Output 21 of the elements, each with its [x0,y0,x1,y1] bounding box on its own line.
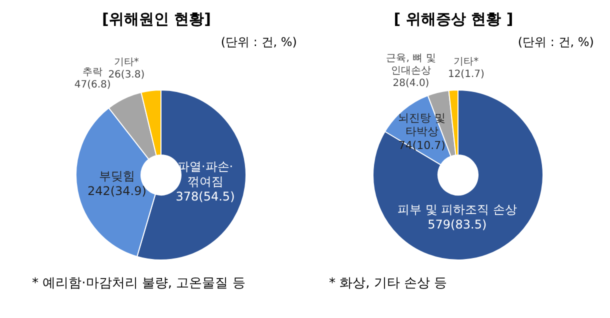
text: * 화상, 기타 손상 등 [329,275,448,292]
chart-title: [ 위해증상 현황 ] [392,10,514,29]
slice-label: 기타* [114,57,139,68]
chart-subtitle: (단위 : 건, %) [518,34,594,51]
slice-label: 부딪힘 [98,169,135,183]
text: * 예리함·마감처리 불량, 고온물질 등 [32,275,246,292]
data-label: 579(83.5) [428,218,487,232]
data-label: 26(3.8) [108,70,145,81]
chart-title: [위해원인 현황] [101,10,212,29]
slice-label: 근육, 뼈 및 인대손상 [386,53,436,77]
data-label: 12(1.7) [448,69,484,80]
slice-label: 추락 [82,67,103,78]
slice-label: 파열·파손· 꺾여짐 [177,159,234,188]
data-label: 47(6.8) [74,80,111,91]
data-label: 378(54.5) [176,189,235,204]
slice-label: 피부 및 피하조직 손상 [397,202,517,217]
data-label: 242(34.9) [87,184,146,198]
donut-slice [372,90,544,260]
chart-subtitle: (단위 : 건, %) [220,34,297,51]
slice-label: 기타* [454,56,479,68]
data-label: 28(4.0) [392,78,430,90]
